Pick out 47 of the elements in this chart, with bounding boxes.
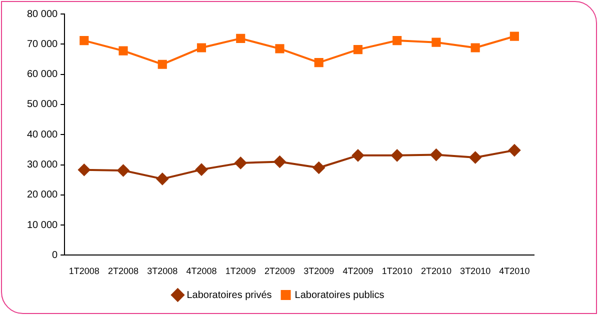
point: [353, 45, 363, 54]
x-tick-label: 1T2010: [382, 266, 412, 276]
point: [78, 164, 90, 176]
point: [156, 172, 168, 185]
point: [392, 36, 402, 46]
x-tick-label: 2T2008: [108, 266, 139, 276]
legend-label: Laboratoires privés: [186, 290, 272, 301]
point: [117, 164, 130, 176]
point: [236, 34, 246, 43]
point: [312, 162, 325, 174]
point: [432, 38, 441, 47]
point: [430, 148, 442, 161]
point: [196, 43, 206, 52]
x-tick-label: 2T2010: [420, 266, 452, 276]
point: [391, 149, 404, 162]
point: [352, 149, 364, 162]
x-tick-label: 3T2008: [147, 266, 178, 276]
point: [275, 44, 284, 54]
y-tick-label: 80 000: [26, 8, 58, 20]
x-tick-label: 4T2010: [499, 266, 530, 276]
point: [158, 60, 167, 69]
point: [469, 152, 482, 164]
point: [314, 58, 324, 68]
point: [234, 156, 247, 169]
point: [196, 164, 208, 176]
point: [510, 32, 519, 41]
point: [470, 43, 480, 52]
y-tick-label: 20 000: [26, 190, 58, 201]
y-tick-label: 50 000: [26, 99, 58, 110]
y-tick-label: 30 000: [26, 160, 58, 170]
x-tick-label: 4T2008: [186, 266, 217, 276]
y-tick-label: 60 000: [26, 69, 58, 80]
y-tick-label: 70 000: [26, 38, 58, 50]
x-tick-label: 2T2009: [264, 266, 295, 276]
point: [118, 46, 128, 56]
y-tick-label: 40 000: [26, 129, 58, 140]
y-tick-label: 0: [52, 250, 58, 261]
x-tick-label: 1T2009: [225, 266, 256, 276]
point: [80, 36, 89, 46]
x-tick-label: 3T2010: [460, 266, 491, 276]
x-tick-label: 4T2009: [342, 266, 374, 276]
legend-label: Laboratoires publics: [294, 290, 384, 301]
point: [508, 144, 520, 156]
x-tick-label: 3T2009: [304, 266, 334, 276]
point: [274, 156, 286, 168]
x-tick-label: 1T2008: [68, 266, 100, 276]
y-tick-label: 10 000: [26, 220, 58, 231]
